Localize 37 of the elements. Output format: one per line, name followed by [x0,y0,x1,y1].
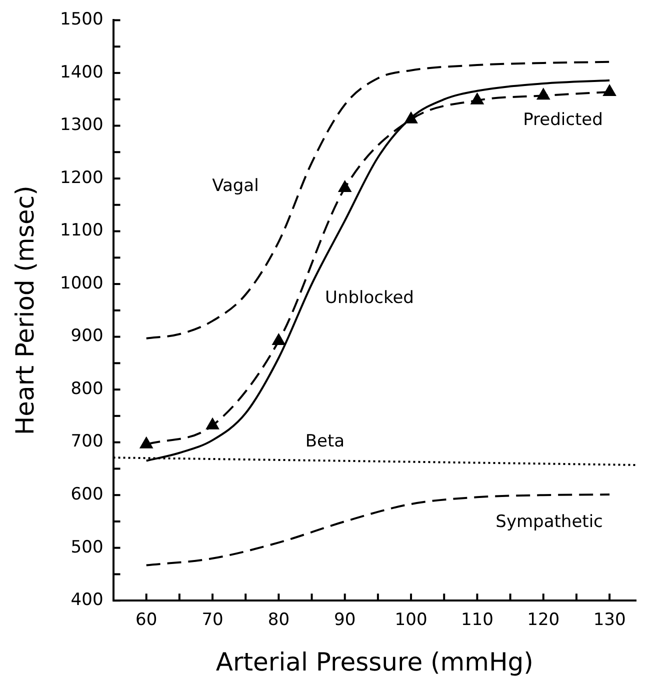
x-tick-label: 130 [593,610,626,630]
series-label: Unblocked [325,288,414,308]
y-tick-label: 800 [70,378,104,399]
text: Vagal [212,176,259,196]
y-tick-label: 1100 [60,220,104,241]
point [536,88,550,100]
point [404,111,418,124]
y-tick-label: 1300 [60,115,104,136]
line-series [145,494,611,566]
line-series [145,60,611,340]
y-tick-label: 400 [70,590,104,610]
y-tick-label: 900 [70,326,104,346]
y-tick-label: 1500 [60,10,104,30]
point [338,180,352,192]
x-tick-label: 110 [460,610,494,630]
series-label: Sympathetic [496,512,603,532]
y-tick-label: 1200 [60,168,104,188]
y-axis-title: Heart Period (msec) [10,186,40,436]
x-tick-label: 90 [334,610,356,630]
point [206,417,220,430]
y-tick-label: 1400 [60,62,104,82]
y-tick-label: 700 [70,432,104,452]
x-axis-title: Arterial Pressure (mmHg) [216,648,534,676]
series-label: Beta [305,432,345,452]
point [602,84,616,96]
x-tick-label: 100 [394,610,428,630]
x-tick-label: 120 [527,610,560,630]
x-tick-label: 70 [202,610,224,630]
point [470,92,484,104]
point [272,333,286,346]
x-tick-label: 60 [136,610,158,630]
y-tick-label: 600 [70,484,104,504]
point [139,436,154,448]
x-tick-label: 80 [268,610,290,630]
y-tick-label: 1000 [60,273,104,294]
y-tick-label: 500 [70,537,104,558]
series-label: Predicted [523,110,603,130]
